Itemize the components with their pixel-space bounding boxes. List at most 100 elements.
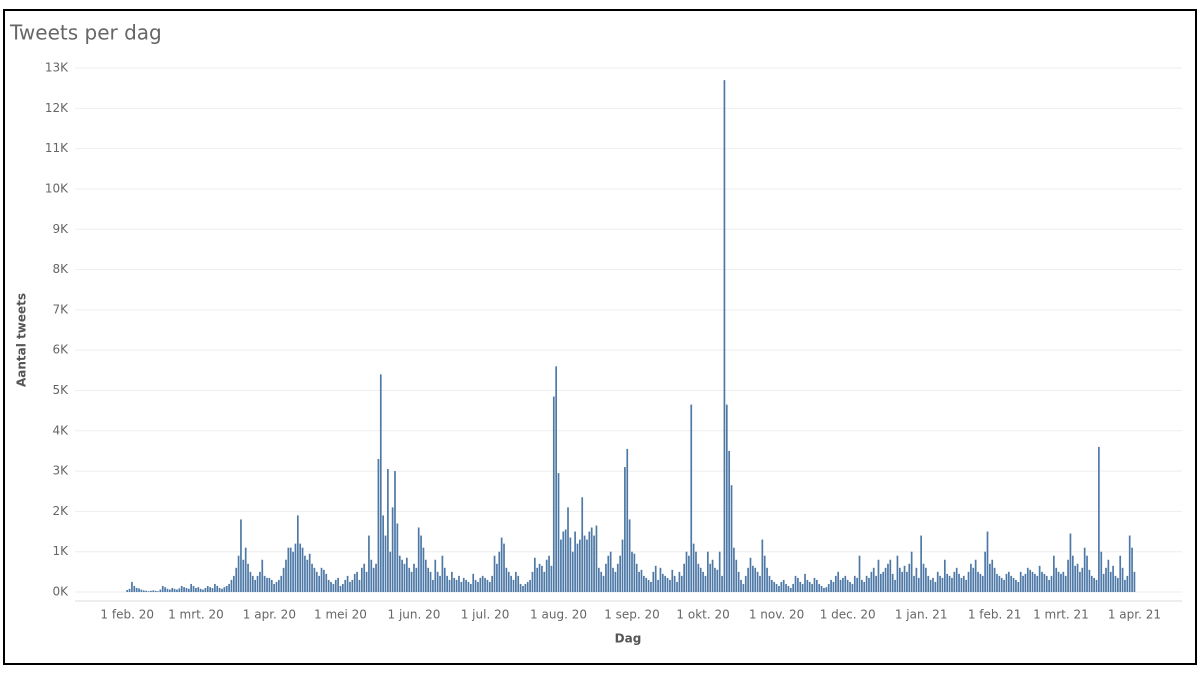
bar <box>901 571 904 592</box>
bar <box>718 551 721 592</box>
bar <box>593 535 595 592</box>
bar <box>465 579 467 592</box>
bar <box>676 581 678 592</box>
bar <box>709 563 712 592</box>
bar <box>688 555 690 592</box>
bar <box>159 589 162 592</box>
bar <box>382 515 384 592</box>
bar <box>432 579 434 592</box>
bar <box>251 575 254 592</box>
x-tick-label: 1 dec. 20 <box>820 608 876 622</box>
bar <box>863 581 866 592</box>
bar <box>1112 565 1114 592</box>
bar <box>642 575 645 592</box>
bar <box>519 583 522 592</box>
bar <box>569 537 572 592</box>
bar <box>979 573 982 592</box>
x-tick-label: 1 jan. 21 <box>895 608 948 622</box>
bar <box>396 523 399 592</box>
bar <box>512 579 515 592</box>
bar <box>917 577 920 592</box>
bar <box>616 563 619 592</box>
bar <box>564 529 567 592</box>
bar <box>744 575 747 592</box>
bar <box>1131 547 1133 592</box>
bar <box>941 577 944 592</box>
bar <box>597 567 600 592</box>
bar <box>754 567 757 592</box>
bar <box>379 374 382 592</box>
bar <box>1024 573 1027 592</box>
bar <box>730 485 733 592</box>
y-axis-title: Aantal tweets <box>15 293 29 387</box>
bar <box>619 555 621 592</box>
bar <box>247 563 249 592</box>
bar <box>834 575 837 592</box>
bar <box>932 577 934 592</box>
bar <box>301 547 304 592</box>
bar <box>510 575 512 592</box>
bar <box>887 563 889 592</box>
bar <box>801 583 804 592</box>
y-tick-label: 4K <box>52 423 69 437</box>
bar <box>875 575 877 592</box>
bar <box>278 579 280 592</box>
bar <box>986 531 989 592</box>
bar <box>721 575 723 592</box>
bar <box>711 559 714 592</box>
bar <box>211 587 214 592</box>
bar <box>552 396 555 592</box>
bar <box>567 507 569 592</box>
y-tick-label: 13K <box>45 61 69 75</box>
bar <box>323 569 325 592</box>
bar <box>967 571 970 592</box>
bar <box>600 571 603 592</box>
frame <box>3 9 1197 665</box>
bar <box>531 571 534 592</box>
bar <box>927 575 930 592</box>
bar <box>782 579 785 592</box>
bar <box>446 575 448 592</box>
bar <box>851 583 854 592</box>
bar <box>695 551 697 592</box>
bar <box>280 575 283 592</box>
bar <box>311 563 313 592</box>
bar <box>735 559 738 592</box>
bar <box>785 583 787 592</box>
bar <box>1045 575 1048 592</box>
bar <box>249 571 252 592</box>
bar <box>671 569 674 592</box>
bar <box>299 543 302 592</box>
bar <box>628 519 631 592</box>
bar <box>166 588 169 592</box>
bar <box>690 404 693 592</box>
x-tick-label: 1 okt. 20 <box>676 608 729 622</box>
bar <box>683 563 685 592</box>
bar <box>579 539 581 592</box>
bar <box>1071 555 1074 592</box>
bar <box>481 575 484 592</box>
bar <box>763 555 766 592</box>
bar <box>955 567 958 592</box>
bar <box>714 567 716 592</box>
bar <box>1053 555 1055 592</box>
bar <box>621 539 624 592</box>
bar <box>811 583 813 592</box>
bar <box>993 567 996 592</box>
bar <box>538 563 541 592</box>
bar <box>605 563 607 592</box>
bar <box>889 559 892 592</box>
bar <box>128 588 131 592</box>
bar <box>1055 567 1058 592</box>
y-tick-label: 8K <box>52 262 69 276</box>
bar <box>441 555 444 592</box>
y-tick-label: 10K <box>45 181 69 195</box>
bar <box>823 587 825 592</box>
bar <box>590 527 593 592</box>
bar <box>1069 533 1072 592</box>
y-tick-label: 9K <box>52 222 69 236</box>
bar <box>759 575 761 592</box>
bar <box>254 579 257 592</box>
bar <box>365 571 368 592</box>
bar <box>799 581 802 592</box>
